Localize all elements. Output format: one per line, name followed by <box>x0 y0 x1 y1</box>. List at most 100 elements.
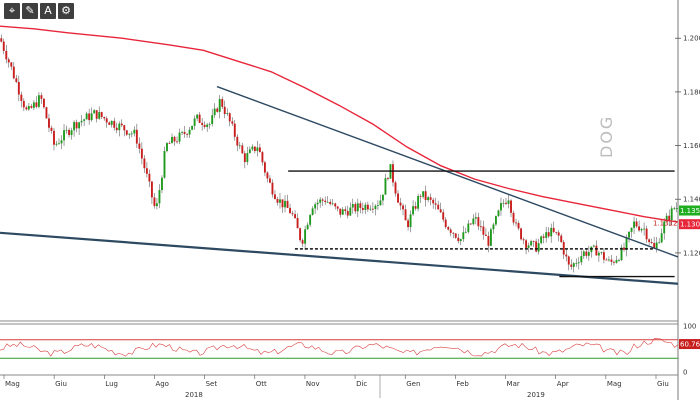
candle-body <box>55 143 58 145</box>
candle-body <box>547 232 550 237</box>
candle-body <box>319 199 322 203</box>
month-label: Gen <box>406 380 420 388</box>
candle-body <box>369 208 372 210</box>
oscillator-panel: 0 100 60.7617 <box>0 323 700 377</box>
candle-body <box>560 235 563 243</box>
candle-body <box>555 231 558 233</box>
candle-body <box>186 133 189 135</box>
candle-body <box>530 241 533 246</box>
candle-body <box>236 136 239 146</box>
candle-body <box>484 234 487 236</box>
oscillator-line <box>0 338 679 357</box>
candle-body <box>0 38 3 42</box>
candle-body <box>284 200 286 208</box>
candle-body <box>392 164 394 183</box>
candle-body <box>321 199 324 201</box>
year-label: 2018 <box>185 391 203 399</box>
settings-button[interactable]: ⚙ <box>58 3 74 19</box>
candle-body <box>419 196 422 197</box>
draw-button[interactable]: ✎ <box>22 3 38 19</box>
candle-body <box>140 148 143 159</box>
candle-body <box>171 136 173 144</box>
candle-body <box>613 261 615 263</box>
candle-body <box>630 227 633 232</box>
candle-body <box>434 203 437 205</box>
candle-body <box>243 153 246 163</box>
candle-body <box>276 199 279 203</box>
candle-body <box>314 204 317 209</box>
candle-body <box>193 118 196 126</box>
candle-body <box>12 66 15 79</box>
osc-tick-label: 0 <box>683 369 687 377</box>
ma-price-tag-label: 1.1307 <box>680 221 700 229</box>
candle-body <box>108 122 111 125</box>
candle-body <box>211 115 214 124</box>
candle-body <box>228 113 231 122</box>
candle-body <box>540 236 543 244</box>
candle-body <box>37 95 40 107</box>
month-label: Nov <box>306 380 320 388</box>
month-label: Mar <box>507 380 520 388</box>
candle-body <box>166 143 168 152</box>
candle-body <box>497 210 500 217</box>
candle-body <box>309 214 312 225</box>
osc-value-tag <box>679 339 700 350</box>
candle-body <box>492 224 495 230</box>
month-label: Dic <box>356 380 367 388</box>
month-label: Lug <box>105 380 118 388</box>
candle-body <box>299 228 302 241</box>
candle-body <box>618 260 620 261</box>
candle-body <box>643 228 646 230</box>
candle-body <box>615 260 618 263</box>
candle-body <box>266 172 269 179</box>
candle-body <box>653 242 656 249</box>
candle-body <box>68 129 71 136</box>
candle-body <box>633 221 636 228</box>
candle-body <box>459 239 462 242</box>
candle-body <box>20 94 23 101</box>
ma-price-tag <box>679 219 700 230</box>
candle-body <box>575 263 578 264</box>
candle-body <box>381 194 384 201</box>
candle-body <box>344 209 347 212</box>
candle-body <box>334 203 337 207</box>
candle-body <box>572 263 575 267</box>
candle-body <box>316 202 319 205</box>
candle-body <box>143 158 146 169</box>
candle-body <box>155 203 158 207</box>
gear-icon: ⚙ <box>61 4 71 17</box>
candle-body <box>623 247 625 250</box>
crosshair-button[interactable]: ⌖ <box>4 3 20 19</box>
candle-body <box>607 259 610 261</box>
candle-body <box>366 204 369 210</box>
candle-body <box>469 223 472 225</box>
price-tick-label: 1.1800 <box>683 88 700 96</box>
candle-body <box>452 232 455 234</box>
candle-body <box>60 140 63 144</box>
candle-body <box>304 229 307 244</box>
candle-body <box>479 226 482 228</box>
candle-body <box>658 242 661 244</box>
text-button[interactable]: A <box>40 3 56 19</box>
candle-body <box>505 202 507 204</box>
candle-body <box>467 223 470 232</box>
candle-body <box>356 203 359 212</box>
candle-body <box>527 245 530 248</box>
candle-body <box>105 118 108 123</box>
last-price-tag <box>679 205 700 216</box>
candle-body <box>507 200 510 204</box>
small-price-tag: 1.1312 <box>653 219 678 227</box>
candle-body <box>587 252 590 256</box>
candle-body <box>85 113 88 120</box>
candle-body <box>35 102 38 107</box>
candle-body <box>95 110 98 119</box>
month-label: Apr <box>557 380 569 388</box>
candle-body <box>201 122 204 125</box>
candle-body <box>354 204 357 212</box>
price-panel <box>0 0 678 320</box>
candle-body <box>464 231 467 233</box>
month-label: Giu <box>657 380 669 388</box>
candle-body <box>640 229 643 231</box>
candle-body <box>226 113 229 115</box>
